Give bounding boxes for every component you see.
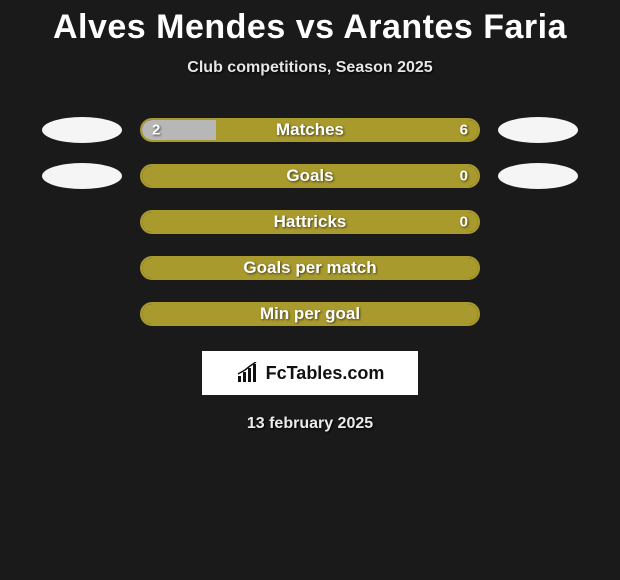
stat-row: Min per goal [0,291,620,337]
footer-date: 13 february 2025 [0,415,620,433]
stat-label: Min per goal [142,304,478,324]
stat-bar: Goals per match [140,256,480,280]
stat-value-right: 6 [460,122,468,139]
player-left-avatar [42,117,122,143]
player-right-avatar [498,255,578,281]
player-right-avatar [498,209,578,235]
source-logo: FcTables.com [202,351,418,395]
page-title: Alves Mendes vs Arantes Faria [0,0,620,47]
player-right-avatar [498,301,578,327]
stat-value-right: 0 [460,168,468,185]
stat-label: Goals [142,166,478,186]
player-left-avatar [42,255,122,281]
stat-row: Goals0 [0,153,620,199]
bar-chart-icon [236,362,262,384]
stat-row: Hattricks0 [0,199,620,245]
stat-row: Matches2 6 [0,107,620,153]
stat-value-left: 2 [152,122,160,139]
stat-label: Matches [142,120,478,140]
stat-bar: Hattricks0 [140,210,480,234]
player-left-avatar [42,301,122,327]
stat-bar: Min per goal [140,302,480,326]
stat-bar: Goals0 [140,164,480,188]
player-right-avatar [498,163,578,189]
stat-value-right: 0 [460,214,468,231]
logo-text: FcTables.com [266,363,385,384]
stat-label: Goals per match [142,258,478,278]
stat-row: Goals per match [0,245,620,291]
player-left-avatar [42,163,122,189]
stat-bar: Matches2 6 [140,118,480,142]
player-left-avatar [42,209,122,235]
subtitle: Club competitions, Season 2025 [0,59,620,77]
player-right-avatar [498,117,578,143]
stats-area: Matches26Goals0Hattricks0Goals per match… [0,107,620,337]
stat-label: Hattricks [142,212,478,232]
